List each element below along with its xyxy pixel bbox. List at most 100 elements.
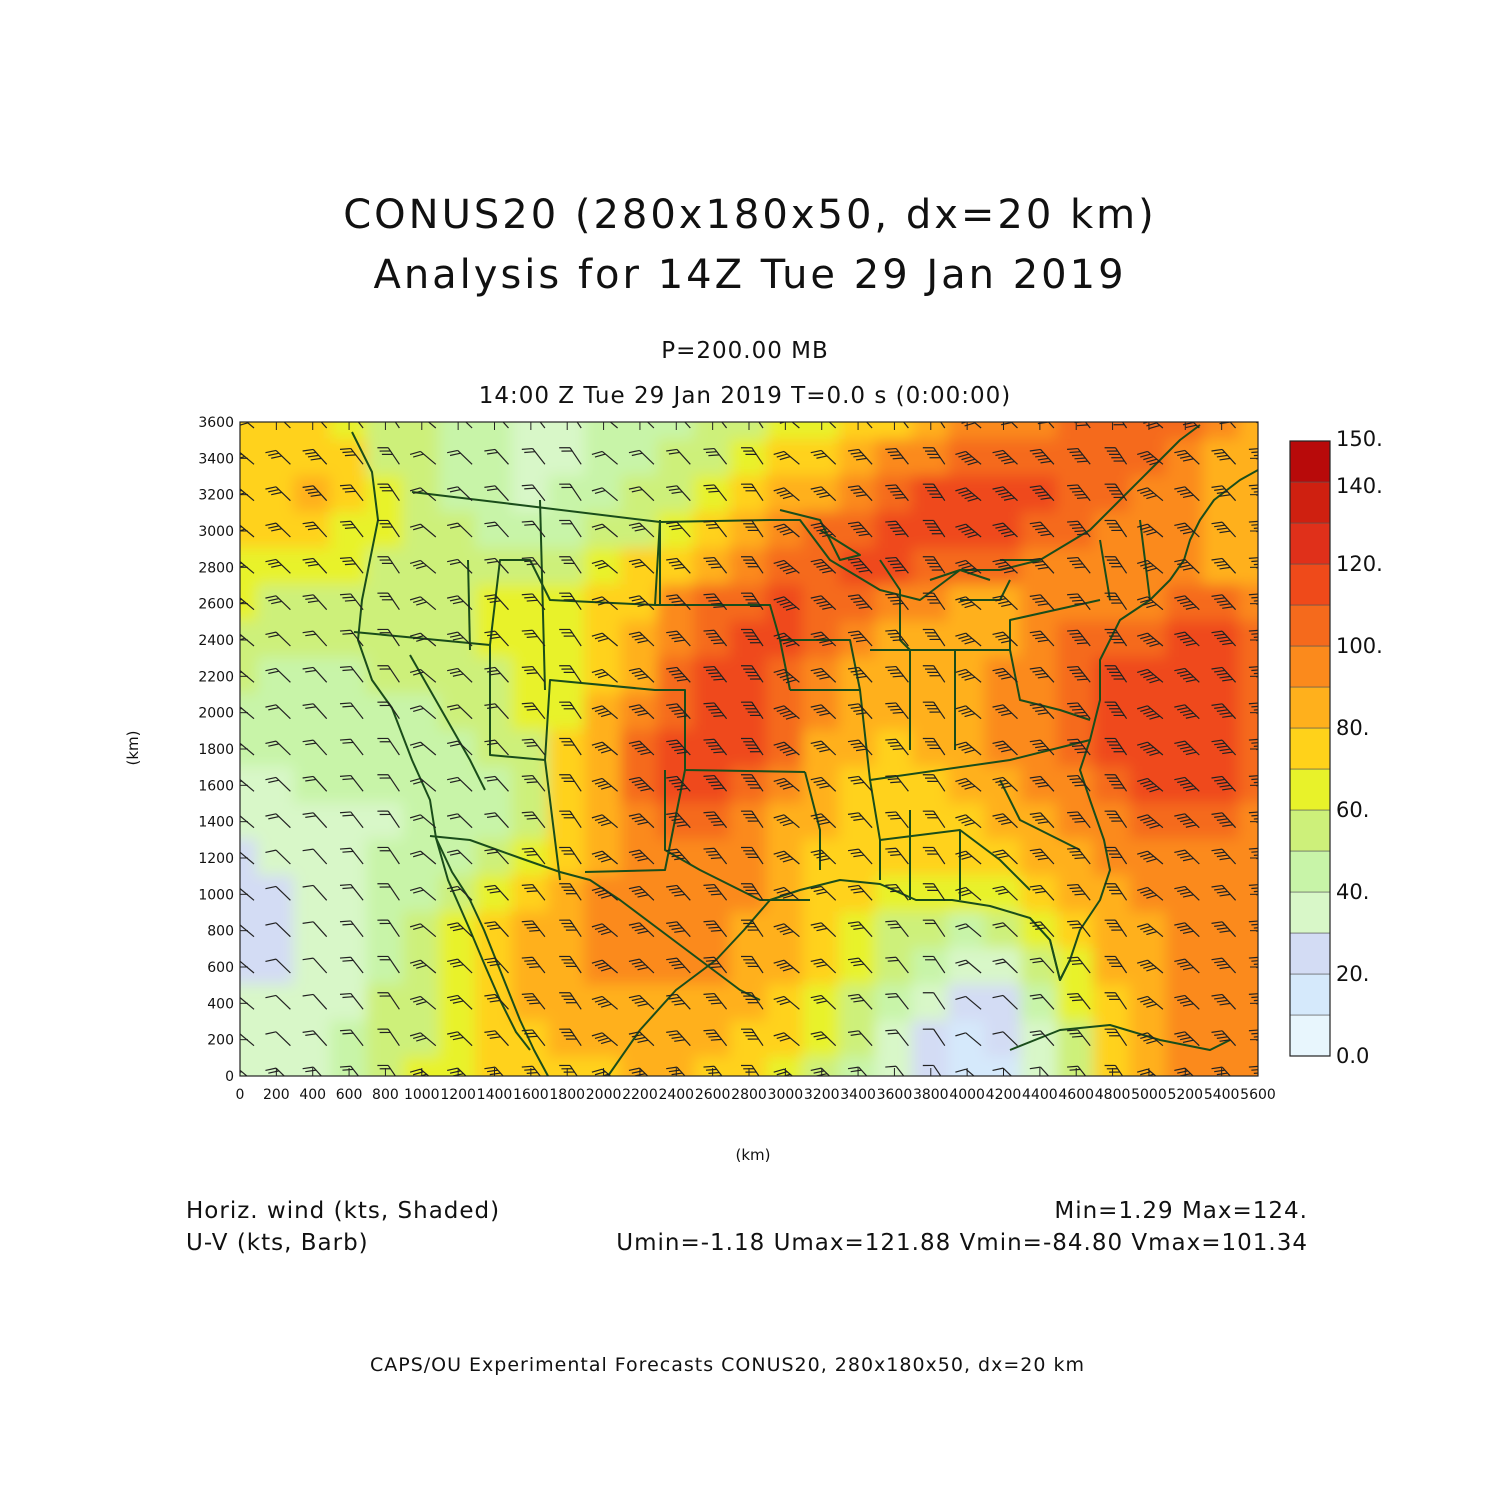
wind-barb (339, 811, 364, 829)
wind-barb (922, 628, 946, 647)
wind-barb (885, 629, 909, 647)
wind-barb (559, 665, 582, 683)
x-tick-label: 5400 (1204, 1087, 1240, 1103)
wind-barb (666, 448, 691, 465)
wind-barb (676, 422, 691, 429)
wind-barb (1174, 776, 1200, 792)
wind-barb (377, 810, 400, 829)
wind-barb (591, 559, 618, 574)
wind-barb (992, 667, 1018, 683)
y-tick-label: 1000 (198, 887, 234, 903)
wind-barb (1029, 521, 1055, 538)
wind-barb (703, 665, 728, 683)
wind-barb (591, 487, 618, 502)
wind-barb (1067, 811, 1091, 829)
wind-barb (484, 1030, 509, 1047)
wind-barb (302, 921, 328, 938)
wind-barb (1067, 702, 1091, 720)
wind-barb (666, 557, 691, 574)
wind-barb (666, 812, 691, 829)
wind-barb (265, 631, 291, 647)
wind-barb (591, 850, 618, 865)
wind-barb (1137, 487, 1164, 502)
wind-barb (847, 812, 873, 829)
wind-barb (628, 1031, 655, 1047)
wind-barb (885, 956, 909, 974)
wind-barb (302, 848, 328, 865)
wind-barb (377, 1028, 400, 1047)
wind-barb (1067, 629, 1091, 647)
wind-barb (1174, 558, 1200, 574)
wind-barb (1174, 486, 1200, 502)
wind-barb (885, 447, 909, 465)
wind-barb (703, 556, 728, 574)
wind-barb (1067, 447, 1091, 465)
wind-barb (591, 995, 618, 1010)
wind-barb (409, 995, 437, 1010)
wind-barb (1174, 522, 1200, 538)
wind-barb (628, 849, 655, 865)
wind-barb (409, 814, 437, 829)
wind-barb (955, 523, 982, 539)
wind-barb (847, 630, 873, 647)
y-tick-label: 1600 (198, 778, 234, 794)
wind-barb (992, 595, 1018, 611)
wind-barb (1211, 630, 1237, 647)
wind-barb (740, 556, 764, 574)
wind-barb (751, 422, 764, 429)
wind-barb (559, 737, 582, 756)
wind-barb (992, 994, 1018, 1010)
wind-barb (377, 883, 400, 901)
wind-barb (922, 592, 946, 611)
wind-barb (591, 596, 618, 611)
wind-barb (1137, 923, 1164, 938)
wind-barb (591, 523, 618, 538)
wind-barb (955, 705, 982, 720)
wind-barb (740, 665, 764, 683)
wind-barb (847, 1030, 873, 1047)
wind-barb (521, 593, 546, 611)
wind-barb (409, 523, 437, 538)
wind-barb (591, 886, 618, 901)
wind-barb (447, 885, 473, 901)
y-tick-label: 3200 (198, 488, 234, 504)
wind-barb (350, 422, 364, 429)
wind-barb (521, 992, 546, 1010)
wind-barb (409, 705, 437, 720)
wind-barb (339, 702, 364, 720)
wind-barb (265, 740, 291, 756)
wind-barb (628, 922, 655, 938)
colorbar-label: 40. (1336, 880, 1369, 904)
wind-barb (773, 559, 800, 575)
wind-barb (773, 850, 800, 865)
wind-barb (447, 849, 473, 865)
wind-barb (1174, 595, 1200, 611)
min-max-stats: Min=1.29 Max=124. (1054, 1198, 1308, 1224)
wind-barb (377, 737, 400, 756)
colorbar-swatch (1289, 973, 1331, 1016)
wind-barb (559, 628, 582, 647)
wind-barb (955, 450, 982, 466)
wind-barb (847, 521, 873, 538)
wind-barb (740, 955, 764, 974)
wind-barb (639, 422, 655, 429)
wind-barb (847, 448, 873, 465)
wind-barb (922, 810, 946, 829)
wind-barb (1137, 995, 1164, 1010)
wind-barb (740, 846, 764, 865)
wind-barb (628, 522, 655, 538)
wind-barb (1104, 665, 1128, 683)
colorbar-label: 140. (1336, 474, 1383, 498)
wind-barb (992, 1031, 1018, 1047)
wind-barb (628, 558, 655, 574)
colorbar-swatch (1289, 850, 1331, 893)
y-tick-label: 2600 (198, 597, 234, 613)
x-tick-label: 2400 (658, 1087, 694, 1103)
wind-barb (559, 519, 582, 538)
wind-barb (559, 992, 582, 1010)
wind-barb (847, 703, 873, 720)
wind-barb (1104, 1028, 1128, 1047)
wind-barb (666, 1030, 691, 1047)
wind-barb (302, 448, 328, 465)
wind-barb (1174, 958, 1200, 974)
